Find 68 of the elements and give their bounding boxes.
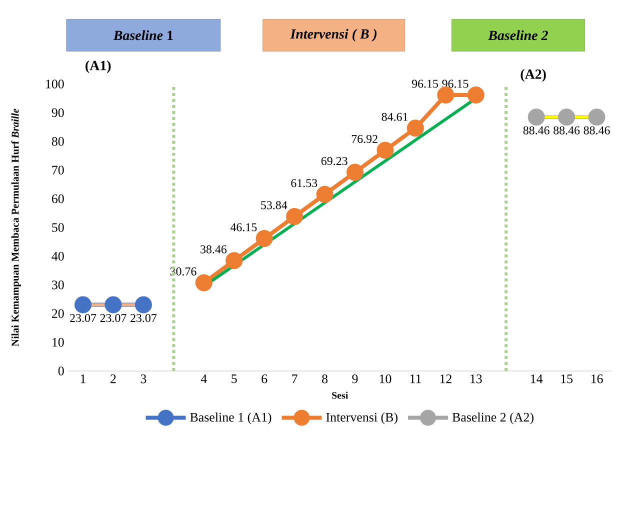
y-tick-label: 20 bbox=[52, 309, 64, 318]
x-tick-label: 8 bbox=[322, 374, 328, 384]
x-tick-label: 12 bbox=[440, 374, 452, 384]
y-axis-title: Nilai Kemampuan Membaca Permulaan Hurf Braille bbox=[11, 108, 21, 346]
data-label: 88.46 bbox=[584, 126, 610, 134]
data-label: 46.15 bbox=[230, 223, 257, 232]
data-label: 69.23 bbox=[321, 157, 348, 166]
x-tick-label: 14 bbox=[531, 374, 543, 384]
y-tick-label: 30 bbox=[52, 280, 64, 290]
x-tick-label: 3 bbox=[140, 374, 146, 384]
y-tick-label: 90 bbox=[52, 108, 64, 118]
point bbox=[74, 296, 92, 314]
point bbox=[104, 296, 122, 314]
data-label: 23.07 bbox=[70, 314, 96, 322]
data-label: 96.15 bbox=[412, 80, 438, 88]
y-tick-label: 70 bbox=[52, 166, 64, 174]
x-tick-label: 6 bbox=[262, 374, 268, 384]
point bbox=[195, 274, 212, 292]
data-label: 76.92 bbox=[352, 134, 378, 144]
point bbox=[406, 120, 424, 137]
x-tick-label: 4 bbox=[200, 374, 207, 384]
point bbox=[437, 86, 454, 104]
point bbox=[316, 186, 334, 203]
text: Baseline 1 bbox=[113, 30, 173, 40]
point bbox=[256, 230, 273, 248]
y-tick-label: 100 bbox=[46, 80, 64, 88]
point bbox=[226, 252, 243, 270]
x-tick-label: 2 bbox=[110, 374, 116, 384]
point bbox=[134, 296, 152, 314]
text: Baseline 2 bbox=[488, 30, 548, 40]
data-label: 53.84 bbox=[261, 201, 288, 210]
text: (A2) bbox=[520, 69, 546, 82]
legend-label: Baseline 2 (A2) bbox=[452, 412, 534, 424]
y-tick-label: 40 bbox=[52, 252, 64, 261]
legend-label: Baseline 1 (A1) bbox=[190, 412, 272, 424]
x-tick-label: 16 bbox=[591, 374, 603, 384]
x-tick-label: 13 bbox=[470, 374, 482, 384]
y-tick-label: 50 bbox=[52, 223, 64, 232]
point bbox=[467, 86, 484, 104]
x-tick-label: 1 bbox=[80, 374, 86, 384]
data-label: 88.46 bbox=[523, 126, 550, 134]
data-label: 88.46 bbox=[554, 126, 580, 134]
point bbox=[286, 208, 304, 225]
data-label: 84.61 bbox=[382, 112, 408, 121]
x-tick-label: 9 bbox=[352, 374, 358, 384]
text: (A1) bbox=[86, 60, 111, 74]
y-tick-label: 60 bbox=[52, 194, 64, 204]
x-tick-label: 7 bbox=[292, 374, 298, 383]
point bbox=[588, 108, 606, 126]
data-label: 23.07 bbox=[130, 314, 157, 322]
x-tick-label: 10 bbox=[380, 374, 392, 384]
y-tick-label: 10 bbox=[52, 338, 64, 347]
x-tick-label: 5 bbox=[232, 374, 237, 384]
legend-label: Intervensi (B) bbox=[326, 412, 398, 424]
y-tick-label: 80 bbox=[52, 137, 64, 146]
point bbox=[346, 164, 364, 181]
text: Intervensi ( B ) bbox=[290, 28, 377, 42]
data-label: 61.53 bbox=[291, 179, 318, 188]
data-label: 38.46 bbox=[200, 245, 227, 254]
data-label: 23.07 bbox=[100, 314, 126, 322]
x-tick-label: 11 bbox=[410, 374, 421, 384]
point bbox=[528, 108, 545, 126]
point bbox=[376, 142, 394, 159]
point bbox=[558, 108, 576, 126]
x-tick-label: 15 bbox=[561, 374, 573, 384]
y-tick-label: 0 bbox=[58, 366, 64, 376]
x-axis-title: Sesi bbox=[332, 392, 348, 399]
data-label: 96.15 bbox=[442, 80, 468, 88]
